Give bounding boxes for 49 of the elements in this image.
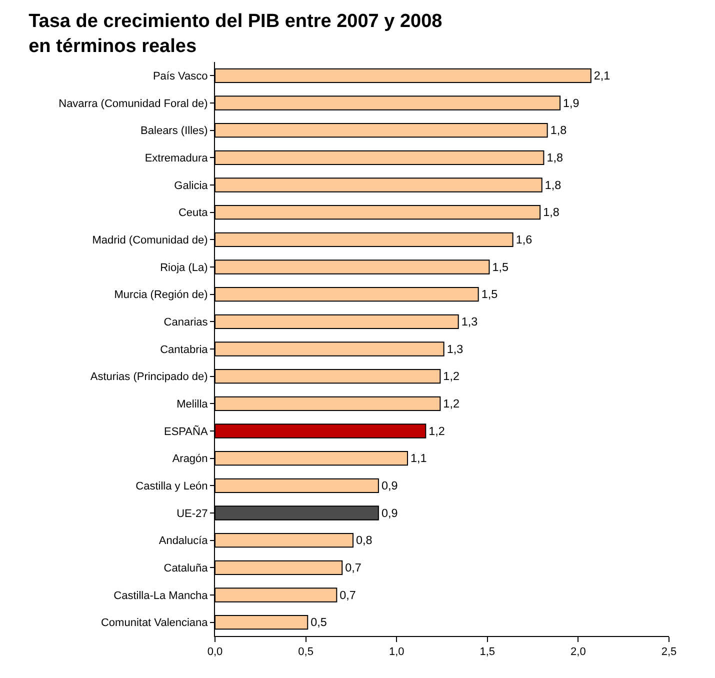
y-tick-label: Extremadura	[144, 152, 209, 165]
y-tick-label: Galicia	[174, 180, 209, 192]
y-tick-label: País Vasco	[152, 70, 208, 83]
x-tick-label: 0,0	[207, 646, 223, 658]
y-tick-label: Navarra (Comunidad Foral de)	[58, 98, 208, 110]
data-label: 1,9	[563, 96, 580, 110]
y-tick-label: Rioja (La)	[160, 262, 208, 274]
data-label: 1,6	[516, 234, 532, 247]
y-tick-label: Castilla-La Mancha	[114, 590, 209, 602]
y-tick-label: Cataluña	[164, 562, 209, 575]
data-label: 1,5	[481, 288, 498, 302]
y-tick-label: Melilla	[176, 398, 209, 411]
x-tick-label: 1,5	[480, 646, 496, 658]
y-tick-label: Aragón	[172, 453, 208, 466]
data-label: 1,2	[443, 398, 460, 411]
chart-title: Tasa de crecimiento del PIB entre 2007 y 2008 en términos reales	[28, 11, 442, 57]
y-tick-label: Castilla y León	[136, 480, 208, 493]
data-label: 0,7	[345, 562, 362, 575]
data-label: 1,3	[461, 316, 478, 329]
y-tick-label: Balears (Illes)	[140, 125, 208, 138]
x-tick-label: 2,5	[661, 646, 677, 658]
y-tick-label: Ceuta	[178, 207, 209, 220]
y-tick-label: Cantabria	[160, 344, 209, 356]
x-tick-label: 0,5	[298, 646, 314, 658]
y-tick-label: Madrid (Comunidad de)	[92, 234, 208, 247]
data-label: 1,2	[443, 370, 460, 384]
y-tick-label: UE-27	[176, 508, 208, 520]
y-tick-label: Asturias (Principado de)	[90, 371, 208, 384]
y-tick-label: Comunitat Valenciana	[100, 617, 209, 630]
data-label: 1,8	[546, 152, 563, 165]
y-tick-label: Murcia (Región de)	[114, 289, 208, 302]
data-label: 1,8	[550, 124, 567, 138]
data-label: 1,3	[446, 342, 464, 356]
data-label: 1,8	[544, 178, 562, 192]
y-tick-label: ESPAÑA	[164, 424, 208, 438]
y-tick-label: Andalucía	[158, 535, 209, 548]
data-label: 0,9	[381, 480, 398, 493]
data-label: 2,1	[594, 70, 610, 83]
data-label: 0,9	[381, 506, 398, 520]
data-label: 1,8	[543, 206, 560, 220]
data-label: 1,2	[428, 424, 445, 438]
data-label: 1,1	[410, 452, 427, 466]
data-label: 1,5	[492, 260, 509, 274]
data-label: 0,8	[356, 534, 372, 548]
x-tick-label: 1,0	[388, 646, 404, 658]
y-tick-label: Canarias	[164, 316, 208, 329]
x-tick-label: 2,0	[570, 646, 586, 658]
data-label: 0,7	[340, 588, 356, 602]
data-label: 0,5	[310, 616, 328, 630]
